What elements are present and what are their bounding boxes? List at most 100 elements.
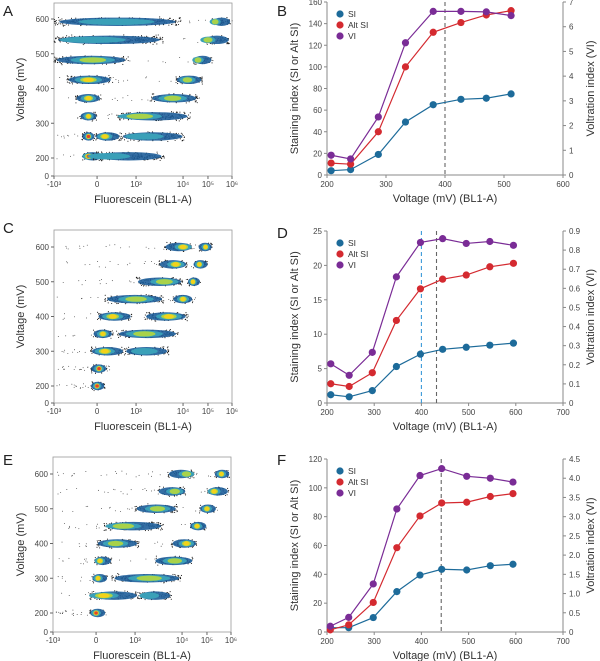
event-dot xyxy=(195,63,197,65)
event-dot xyxy=(198,19,200,21)
y-tick-label: 500 xyxy=(36,50,50,59)
event-dot xyxy=(186,266,188,268)
event-dot xyxy=(128,246,130,248)
event-dot xyxy=(175,78,177,80)
event-dot xyxy=(183,111,185,113)
event-dot xyxy=(53,61,55,63)
event-dot xyxy=(84,369,86,371)
event-dot xyxy=(121,137,123,140)
event-dot xyxy=(67,24,69,26)
event-dot xyxy=(97,311,99,313)
event-dot xyxy=(188,101,190,103)
event-dot xyxy=(81,297,83,299)
event-dot xyxy=(108,151,110,153)
data-point xyxy=(509,339,518,347)
x-tick-label: 200 xyxy=(320,180,334,189)
legend-label: Alt SI xyxy=(348,249,368,259)
event-dot xyxy=(165,598,167,600)
y-tick-label: 80 xyxy=(313,85,322,94)
x-tick-label: 700 xyxy=(556,408,570,417)
data-point xyxy=(401,63,410,71)
event-dot xyxy=(181,260,183,262)
event-dot xyxy=(98,266,100,268)
event-dot xyxy=(145,77,147,79)
event-dot xyxy=(178,75,181,77)
event-dot xyxy=(68,82,70,84)
event-dot xyxy=(101,98,103,100)
event-dot xyxy=(75,385,77,387)
series-line xyxy=(331,10,512,160)
y-axis-title-right: Voltration index (VI) xyxy=(585,41,597,137)
event-dot xyxy=(186,262,188,264)
event-dot xyxy=(195,297,196,299)
event-dot xyxy=(175,132,177,134)
event-dot xyxy=(172,573,174,575)
event-dot xyxy=(106,538,108,540)
event-dot xyxy=(60,136,62,138)
y-tick-label: 60 xyxy=(313,106,322,115)
event-dot xyxy=(84,132,86,134)
event-dot xyxy=(179,576,181,578)
event-dot xyxy=(73,154,75,156)
event-dot xyxy=(162,347,165,349)
event-dot xyxy=(170,80,172,82)
x-tick-label: 10⁴ xyxy=(177,180,190,189)
event-dot xyxy=(95,119,97,121)
population xyxy=(209,17,231,26)
event-dot xyxy=(118,16,120,18)
event-dot xyxy=(146,35,148,37)
event-dot xyxy=(93,590,95,593)
y2-tick-label: 0.5 xyxy=(569,303,581,312)
event-dot xyxy=(193,63,195,65)
event-dot xyxy=(85,560,87,562)
event-dot xyxy=(172,299,174,301)
event-dot xyxy=(193,248,195,250)
event-dot xyxy=(110,576,112,578)
event-dot xyxy=(106,367,108,369)
event-dot xyxy=(57,62,59,64)
event-dot xyxy=(172,277,174,279)
event-dot xyxy=(124,353,126,355)
event-dot xyxy=(80,614,82,616)
event-dot xyxy=(133,139,135,141)
event-dot xyxy=(84,558,86,560)
event-dot xyxy=(118,81,120,83)
event-dot xyxy=(181,83,183,85)
event-dot xyxy=(96,151,98,153)
event-dot xyxy=(184,318,186,321)
event-dot xyxy=(122,55,125,58)
y-axis-title-left: Staining index (SI or Alt SI) xyxy=(289,251,301,382)
event-dot xyxy=(135,591,137,594)
event-dot xyxy=(169,242,171,244)
event-dot xyxy=(79,245,81,247)
population xyxy=(66,74,114,85)
event-dot xyxy=(121,330,123,332)
y-tick-label: 0 xyxy=(318,171,323,180)
event-dot xyxy=(55,20,57,22)
event-dot xyxy=(58,558,60,560)
population xyxy=(200,35,230,45)
event-dot xyxy=(160,157,162,159)
event-dot xyxy=(92,580,94,582)
event-dot xyxy=(70,55,72,57)
density-peak xyxy=(82,77,94,83)
event-dot xyxy=(117,263,119,265)
y-tick-label: 400 xyxy=(36,313,50,322)
event-dot xyxy=(120,133,123,135)
event-dot xyxy=(72,609,74,611)
event-dot xyxy=(163,300,165,302)
y-tick-label: 160 xyxy=(309,0,323,7)
event-dot xyxy=(125,347,127,349)
panel-e: E-10³ 0 10³ 10⁴ 10⁵ 10⁶0200300400500600Fluore… xyxy=(3,452,237,661)
event-dot xyxy=(118,354,120,356)
event-dot xyxy=(159,39,161,41)
event-dot xyxy=(55,37,57,39)
event-dot xyxy=(210,242,212,244)
event-dot xyxy=(143,316,145,318)
y2-tick-label: 1 xyxy=(569,146,574,155)
event-dot xyxy=(96,564,98,566)
x-tick-label: 400 xyxy=(415,408,429,417)
event-dot xyxy=(62,613,63,615)
event-dot xyxy=(70,75,72,78)
